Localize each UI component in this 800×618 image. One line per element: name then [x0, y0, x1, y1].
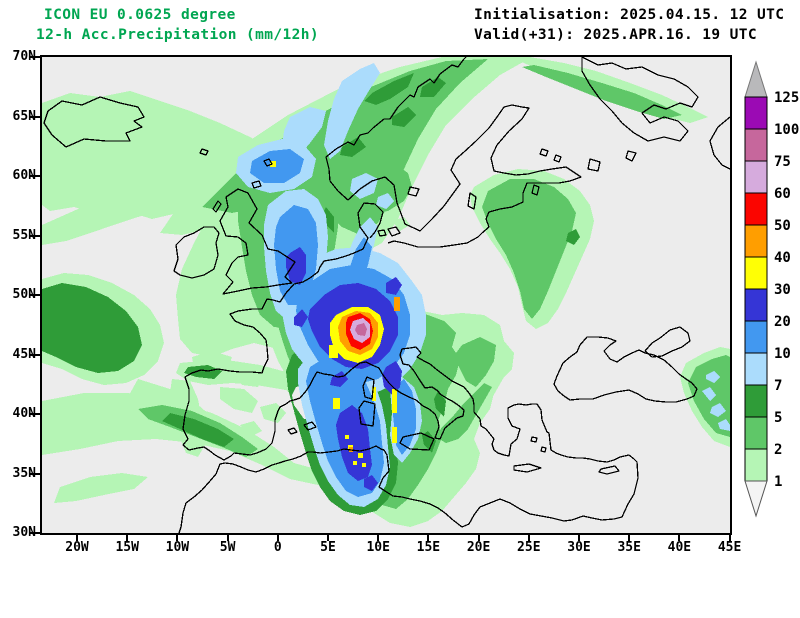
- x-axis-tick: [327, 535, 329, 541]
- colorbar-segment: [744, 96, 768, 130]
- colorbar-label: 20: [774, 314, 791, 330]
- norway-coast: [325, 57, 467, 201]
- lakes-outline: [407, 148, 637, 197]
- colorbar-segment: [744, 352, 768, 386]
- x-axis-tick-label: 0: [273, 540, 282, 555]
- x-axis-tick: [628, 535, 631, 541]
- x-axis-tick-label: 15E: [416, 540, 441, 555]
- y-axis-tick-label: 30N: [12, 525, 36, 540]
- y-axis-tick-label: 70N: [12, 49, 36, 64]
- colorbar-segment: [744, 416, 768, 450]
- initialisation-text: Initialisation: 2025.04.15. 12 UTC: [474, 7, 785, 23]
- colorbar-segment: [744, 384, 768, 418]
- white-sea-east-coast: [709, 116, 730, 170]
- y-axis-tick: [30, 532, 40, 534]
- x-axis-tick: [377, 535, 380, 541]
- y-axis-tick-label: 50N: [12, 287, 36, 302]
- x-axis-tick: [678, 535, 681, 541]
- colorbar-label: 7: [774, 378, 782, 394]
- product-title: 12-h Acc.Precipitation (mm/12h): [36, 27, 320, 43]
- y-axis-tick: [30, 472, 40, 475]
- x-axis-tick: [276, 535, 279, 541]
- y-axis-tick: [30, 294, 40, 296]
- x-axis-tick: [728, 535, 731, 541]
- colorbar-segment: [744, 224, 768, 258]
- colorbar-label: 50: [774, 218, 791, 234]
- y-axis-tick-label: 45N: [12, 346, 36, 362]
- kola-white-sea-coast: [581, 57, 699, 142]
- x-axis-tick: [76, 535, 78, 541]
- x-axis-tick: [578, 535, 580, 541]
- map-frame: [40, 55, 732, 535]
- colorbar-label: 10: [774, 346, 791, 362]
- colorbar-segment: [744, 256, 768, 290]
- colorbar-label: 100: [774, 122, 799, 138]
- europe-precipitation-map: [42, 57, 730, 533]
- azov-sea-coast: [644, 326, 691, 358]
- x-axis-tick: [527, 535, 530, 541]
- x-axis-tick: [126, 535, 129, 541]
- x-axis-tick-label: 20E: [466, 540, 491, 555]
- valid-text: Valid(+31): 2025.APR.16. 19 UTC: [474, 27, 758, 43]
- y-axis-tick: [30, 115, 40, 118]
- coastlines: [43, 57, 730, 533]
- britain-coast: [219, 188, 296, 295]
- colorbar-label: 125: [774, 90, 799, 106]
- baltic-coast: [347, 104, 582, 248]
- colorbar-segment: [744, 192, 768, 226]
- y-axis-tick: [30, 234, 40, 237]
- precip-mauve-layer: [355, 323, 367, 336]
- x-axis-tick: [427, 535, 430, 541]
- x-axis-tick-label: 5E: [320, 540, 336, 555]
- x-axis-tick-label: 10W: [165, 540, 190, 555]
- x-axis-tick-label: 40E: [667, 540, 692, 555]
- y-axis-tick-label: 65N: [12, 108, 36, 124]
- x-axis-tick-label: 35E: [617, 540, 641, 555]
- y-axis-tick-label: 55N: [12, 227, 36, 243]
- colorbar-label: 60: [774, 186, 791, 202]
- black-sea-coast: [553, 336, 698, 403]
- y-axis-tick-label: 60N: [12, 168, 36, 183]
- x-axis-tick: [226, 535, 229, 541]
- colorbar-label: 2: [774, 442, 782, 458]
- x-axis-tick-label: 20W: [65, 540, 89, 555]
- y-axis-tick-label: 35N: [12, 465, 36, 481]
- colorbar-arrow-top: [744, 60, 768, 98]
- y-axis-tick: [30, 56, 40, 58]
- islands-coast: [199, 148, 620, 475]
- colorbar-label: 40: [774, 250, 791, 266]
- colorbar-segment: [744, 288, 768, 322]
- x-axis-tick-label: 5W: [219, 540, 236, 555]
- x-axis-tick-label: 30E: [567, 540, 591, 555]
- y-axis-tick: [30, 413, 40, 415]
- colorbar-label: 1: [774, 474, 782, 490]
- y-axis-tick: [30, 175, 40, 177]
- colorbar-segment: [744, 448, 768, 482]
- y-axis-tick-label: 40N: [12, 406, 36, 421]
- x-axis-tick-label: 10E: [366, 540, 390, 555]
- colorbar-label: 5: [774, 410, 782, 426]
- continental-coast: [178, 237, 639, 533]
- ireland-coast: [173, 226, 220, 279]
- iceland-coast: [43, 96, 145, 148]
- x-axis-tick: [176, 535, 179, 541]
- y-axis-tick: [30, 353, 40, 356]
- colorbar-segment: [744, 128, 768, 162]
- denmark-coast: [357, 202, 384, 239]
- colorbar-label: 75: [774, 154, 791, 170]
- colorbar-segment: [744, 320, 768, 354]
- x-axis-tick-label: 45E: [717, 540, 742, 555]
- colorbar-arrow-bottom: [744, 480, 768, 518]
- colorbar-label: 30: [774, 282, 791, 298]
- colorbar-segment: [744, 160, 768, 194]
- x-axis-tick-label: 25E: [517, 540, 541, 555]
- x-axis-tick: [477, 535, 480, 541]
- x-axis-tick-label: 15W: [115, 540, 139, 555]
- model-title: ICON EU 0.0625 degree: [44, 7, 236, 23]
